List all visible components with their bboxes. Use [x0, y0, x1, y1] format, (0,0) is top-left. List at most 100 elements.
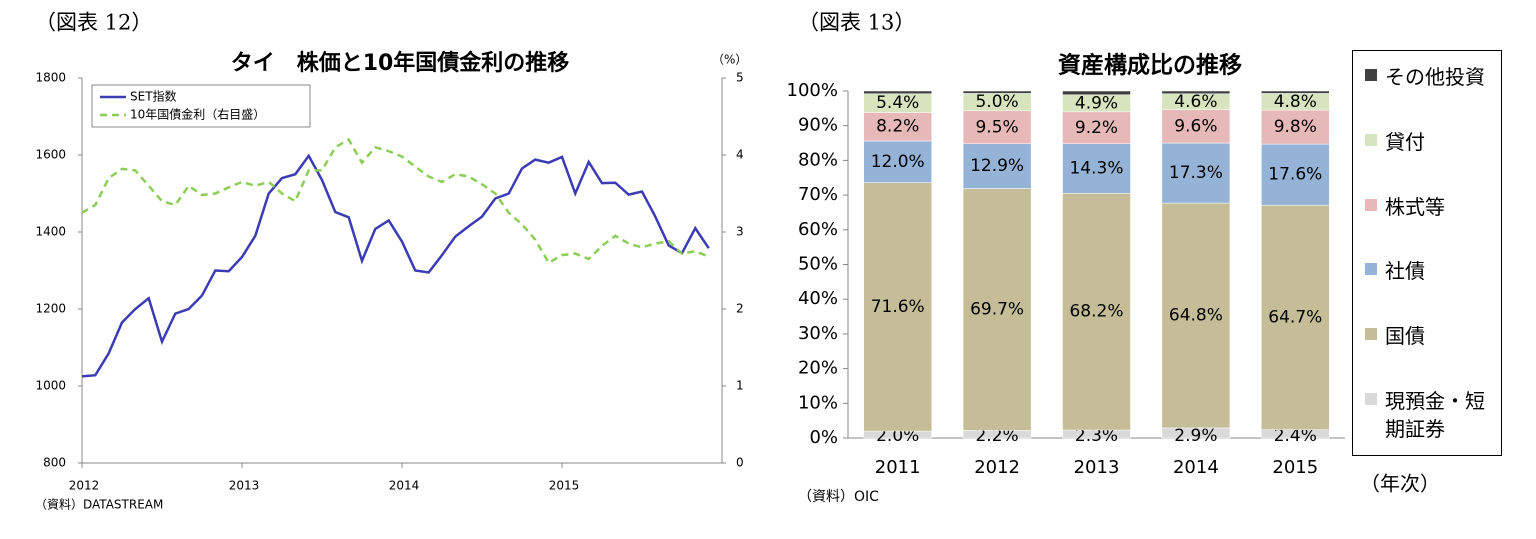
bar-segment [962, 188, 1032, 431]
figure-label: （図表 12） [35, 11, 152, 35]
y-tick-label: 30% [798, 323, 838, 344]
legend-label: 貸付 [1385, 129, 1425, 154]
x-tick-label: 2014 [1173, 457, 1219, 478]
legend-label: その他投資 [1385, 65, 1485, 89]
x-tick-label: 2014 [389, 479, 420, 493]
bar-segment [1161, 109, 1231, 144]
y-tick-label: 40% [798, 288, 838, 309]
y-tick-label: 0% [809, 427, 838, 448]
bar-segment [962, 143, 1032, 189]
y-tick-label: 1600 [35, 148, 66, 162]
y-tick-label: 90% [798, 115, 838, 136]
legend-item: 現預金・短期証券 [1361, 387, 1493, 443]
legend-item: 国債 [1361, 322, 1493, 350]
x-tick-label: 2015 [549, 479, 580, 493]
y-tick-label: 100% [787, 80, 838, 101]
legend-swatch [1365, 133, 1377, 146]
value-label: 64.7% [1268, 307, 1322, 327]
value-label: 9.5% [975, 117, 1018, 137]
legend-swatch [1365, 263, 1377, 276]
y-tick-label: 1200 [35, 302, 66, 316]
legend-swatch [1365, 328, 1377, 341]
legend-swatch [1365, 198, 1377, 211]
legend-item: 株式等 [1361, 193, 1493, 221]
value-label: 17.3% [1169, 163, 1223, 183]
y2-tick-label: 2 [736, 302, 744, 316]
legend-item: 貸付 [1361, 128, 1493, 156]
bar-segment [1261, 109, 1330, 145]
value-label: 2.3% [1075, 426, 1118, 446]
value-label: 2.9% [1174, 426, 1217, 446]
figure-label: （図表 13） [798, 11, 915, 35]
series-line [81, 153, 710, 378]
y-tick-label: 60% [798, 219, 838, 240]
bar-segment [863, 140, 932, 183]
value-label: 69.7% [970, 299, 1024, 319]
value-label: 12.9% [970, 156, 1024, 176]
bar-segment [1161, 90, 1231, 95]
x-tick-label: 2013 [1074, 457, 1120, 478]
legend-item: 社債 [1361, 257, 1493, 285]
value-label: 64.8% [1169, 306, 1223, 326]
y2-unit: （%） [712, 53, 747, 67]
legend-box [91, 84, 311, 128]
y2-tick-label: 1 [736, 379, 744, 393]
bar-segment [1062, 143, 1131, 194]
chart-title: タイ 株価と10年国債金利の推移 [231, 50, 570, 76]
bar-segment [1062, 193, 1131, 431]
value-label: 4.9% [1075, 93, 1118, 113]
chart-title: 資産構成比の推移 [1058, 52, 1242, 79]
x-tick-label: 2011 [875, 457, 921, 478]
value-label: 2.2% [975, 426, 1018, 446]
bar-segment [1261, 143, 1330, 206]
y2-tick-label: 5 [736, 71, 744, 85]
value-label: 8.2% [876, 117, 919, 137]
value-label: 12.0% [871, 152, 925, 172]
value-label: 71.6% [871, 297, 925, 317]
x-tick-label: 2012 [69, 479, 100, 493]
legend-swatch [1365, 69, 1377, 81]
value-label: 4.8% [1274, 92, 1317, 112]
value-label: 4.6% [1174, 92, 1217, 112]
series-line [81, 137, 710, 265]
y-tick-label: 1800 [35, 71, 66, 85]
bar-segment [1161, 202, 1231, 429]
value-label: 17.6% [1268, 165, 1322, 185]
legend-label: 社債 [1385, 259, 1425, 284]
bar-segment [1161, 142, 1231, 204]
x-tick-label: 2013 [229, 479, 260, 493]
y-tick-label: 10% [798, 392, 838, 413]
y-tick-label: 80% [798, 149, 838, 170]
bar-segment [1261, 90, 1330, 94]
source: （資料）DATASTREAM [35, 498, 163, 512]
bar-segment [1062, 111, 1131, 144]
bar-segment [863, 182, 932, 432]
x-unit: （年次） [1360, 472, 1440, 496]
y2-tick-label: 3 [736, 225, 744, 239]
y-tick-label: 20% [798, 358, 838, 379]
legend-item: その他投資 [1361, 63, 1493, 91]
bar-segment [962, 110, 1032, 144]
value-label: 2.4% [1274, 426, 1317, 446]
value-label: 14.3% [1069, 159, 1123, 179]
y-tick-label: 50% [798, 254, 838, 275]
y-tick-label: 70% [798, 184, 838, 205]
bar-segment [1261, 204, 1330, 430]
y-tick-label: 800 [43, 456, 66, 470]
x-tick-label: 2012 [974, 457, 1020, 478]
value-label: 9.6% [1174, 116, 1217, 136]
y2-tick-label: 0 [736, 456, 744, 470]
y2-tick-label: 4 [736, 148, 744, 162]
value-label: 5.4% [876, 93, 919, 113]
legend-label: 株式等 [1385, 194, 1445, 219]
y-tick-label: 1400 [35, 225, 66, 239]
legend-label: SET指数 [130, 89, 177, 104]
value-label: 5.0% [975, 92, 1018, 112]
y-tick-label: 1000 [35, 379, 66, 393]
legend-swatch [1365, 392, 1377, 405]
bar-segment [863, 112, 932, 142]
legend-label: 現預金・短期証券 [1385, 388, 1485, 441]
bar-segment [863, 90, 932, 95]
